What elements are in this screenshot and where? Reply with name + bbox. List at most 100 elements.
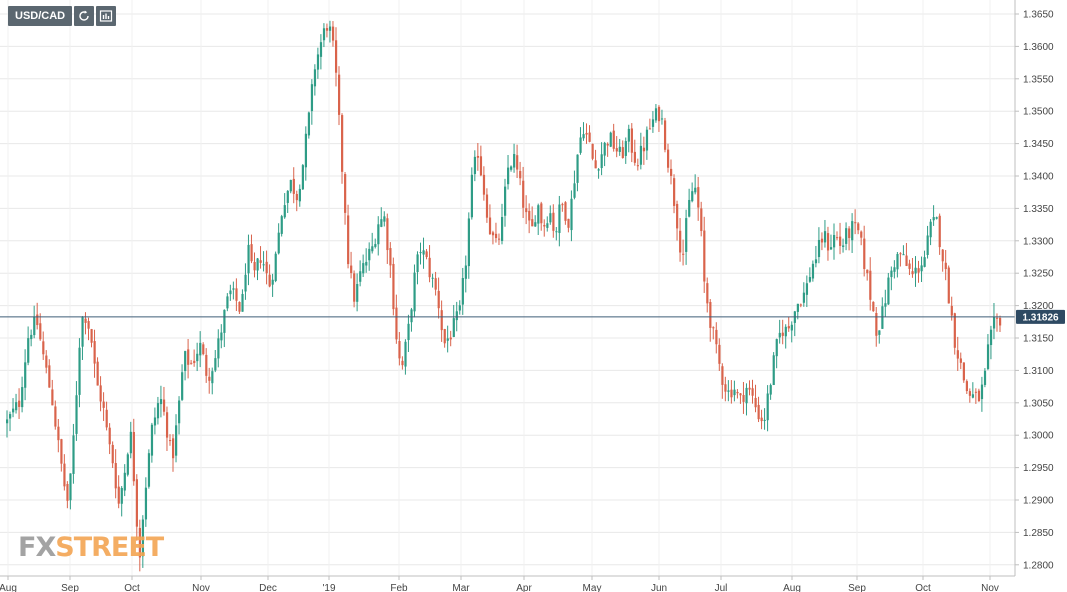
candle-body	[615, 148, 618, 152]
candle-body	[96, 361, 99, 386]
candle-body	[860, 231, 863, 238]
candle-body	[633, 151, 636, 163]
candle-body	[790, 324, 793, 331]
candle-body	[673, 178, 676, 206]
candle-body	[45, 355, 48, 368]
candle-body	[120, 487, 123, 504]
candle-body	[700, 208, 703, 231]
candle-body	[688, 199, 691, 217]
y-tick-label: 1.3350	[1023, 204, 1054, 215]
candle-body	[138, 527, 142, 558]
y-tick-label: 1.2950	[1023, 463, 1054, 474]
x-tick-label: May	[583, 583, 602, 592]
candle-body	[893, 267, 896, 272]
candle-body	[528, 210, 531, 221]
candle-body	[331, 26, 335, 41]
candle-body	[905, 255, 908, 266]
candle-body	[564, 202, 567, 221]
candle-body	[887, 277, 890, 305]
candle-body	[663, 120, 667, 150]
candle-body	[654, 108, 658, 121]
y-tick-label: 1.3600	[1023, 42, 1054, 53]
fxstreet-logo: FXSTREET	[18, 532, 164, 563]
candle-body	[132, 432, 135, 482]
candle-body	[540, 203, 543, 224]
candle-body	[724, 384, 727, 392]
candle-body	[383, 216, 386, 222]
candle-body	[721, 366, 724, 385]
refresh-button[interactable]	[74, 6, 95, 26]
candle-body	[989, 329, 993, 346]
candle-body	[196, 353, 199, 362]
candle-body	[365, 261, 368, 266]
candle-body	[184, 351, 187, 371]
candle-body	[111, 444, 114, 464]
candle-body	[461, 278, 464, 305]
candle-body	[935, 217, 938, 219]
candle-body	[513, 154, 516, 168]
candle-body	[694, 187, 697, 193]
candle-body	[854, 222, 857, 224]
candle-body	[467, 218, 470, 267]
candle-body	[757, 404, 760, 420]
candle-body	[485, 194, 489, 218]
indicators-icon	[100, 10, 113, 22]
candle-body	[983, 370, 987, 385]
candle-body	[618, 146, 621, 152]
candle-body	[926, 235, 929, 255]
indicators-button[interactable]	[96, 6, 117, 26]
candle-body	[250, 244, 253, 262]
candle-body	[181, 372, 184, 400]
candle-body	[763, 419, 766, 421]
candle-body	[651, 119, 655, 127]
candle-body	[428, 257, 431, 278]
candle-body	[141, 519, 145, 557]
candle-body	[796, 303, 799, 312]
candle-body	[600, 154, 603, 169]
candle-body	[863, 238, 866, 269]
candle-body	[162, 399, 166, 412]
candle-body	[81, 317, 84, 347]
candle-body	[190, 362, 193, 364]
candle-body	[697, 187, 700, 208]
candle-body	[516, 155, 519, 170]
candle-body	[845, 228, 848, 244]
candle-body	[811, 263, 815, 279]
candle-body	[866, 269, 869, 274]
candle-body	[630, 128, 633, 153]
candle-body	[12, 408, 15, 413]
candle-body	[775, 339, 778, 357]
candle-body	[371, 246, 374, 252]
candle-body	[799, 304, 802, 306]
candle-body	[974, 391, 978, 393]
candle-body	[159, 399, 163, 405]
candle-body	[344, 174, 347, 213]
logo-fx: FX	[18, 532, 56, 563]
candle-body	[573, 183, 576, 198]
candle-body	[410, 309, 413, 323]
refresh-icon	[79, 10, 89, 21]
candle-body	[576, 154, 579, 183]
y-tick-label: 1.2900	[1023, 496, 1054, 507]
candle-body	[603, 142, 606, 156]
candle-body	[751, 388, 754, 396]
candle-body	[778, 332, 781, 338]
x-tick-label: Feb	[390, 583, 408, 592]
candle-body	[416, 254, 419, 273]
candle-body	[549, 213, 552, 223]
candle-body	[999, 317, 1002, 326]
candle-body	[470, 174, 474, 218]
candle-body	[380, 219, 383, 227]
candle-body	[769, 385, 772, 395]
y-tick-label: 1.3000	[1023, 431, 1054, 442]
candle-body	[682, 253, 685, 255]
symbol-label[interactable]: USD/CAD	[8, 6, 73, 26]
candle-body	[187, 349, 190, 365]
candle-body	[567, 218, 570, 228]
candle-body	[938, 215, 941, 248]
candle-body	[531, 219, 534, 227]
candle-body	[440, 310, 443, 331]
candle-body	[971, 394, 975, 398]
candle-body	[953, 313, 956, 348]
